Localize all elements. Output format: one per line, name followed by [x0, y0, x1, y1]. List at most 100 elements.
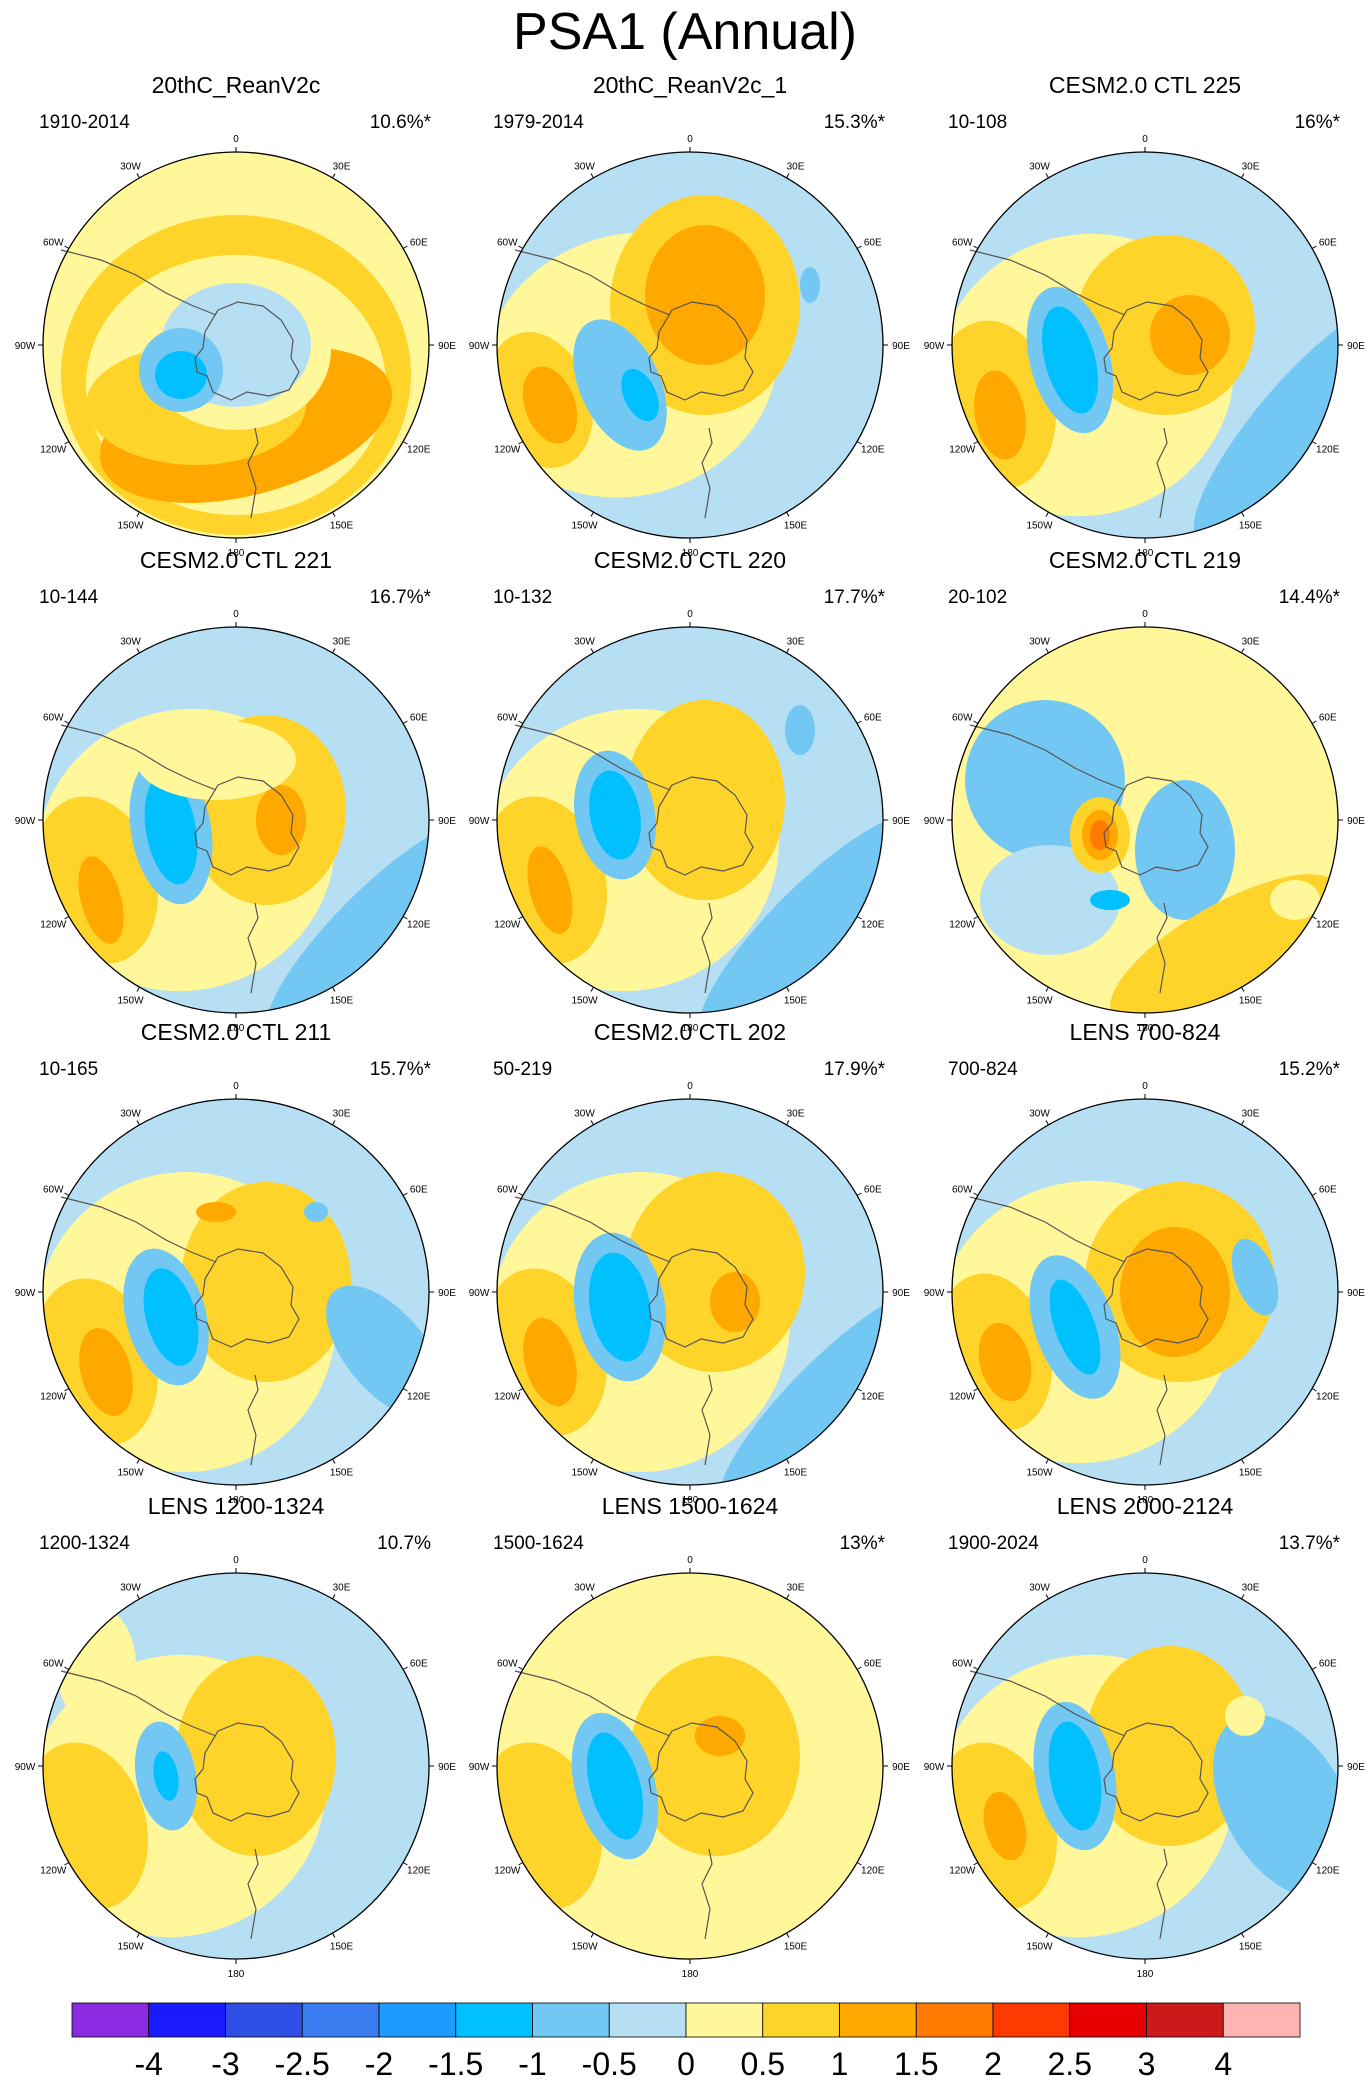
peninsula-coastline [969, 1670, 1126, 1737]
continent-coastline [701, 427, 713, 519]
longitude-label: 120E [1316, 445, 1340, 456]
longitude-label: 60E [410, 238, 428, 249]
panel-title: CESM2.0 CTL 221 [140, 547, 332, 573]
continent-coastline [247, 902, 259, 994]
panel-variance: 17.9%* [824, 1059, 886, 1080]
longitude-label: 60W [952, 1659, 973, 1670]
panel-period: 1910-2014 [39, 112, 130, 133]
panel-title: LENS 700-824 [1070, 1019, 1221, 1045]
longitude-label: 120E [1316, 920, 1340, 931]
longitude-label: 60E [864, 713, 882, 724]
longitude-label: 30W [120, 1109, 141, 1120]
peninsula-coastline [60, 1670, 217, 1737]
longitude-label: 90W [15, 816, 36, 827]
longitude-label: 0 [1142, 609, 1148, 620]
antarctica-coastline [194, 301, 300, 401]
map-panel: CESM2.0 CTL 202 50-219 17.9%* 0 30E 60E 90E 120… [469, 1019, 911, 1506]
longitude-label: 90W [924, 1288, 945, 1299]
longitude-label: 90W [15, 1762, 36, 1773]
longitude-label: 150W [571, 1941, 598, 1952]
longitude-label: 60E [410, 713, 428, 724]
longitude-label: 60E [1319, 1185, 1337, 1196]
longitude-label: 0 [687, 1555, 693, 1566]
longitude-label: 150W [117, 1941, 144, 1952]
peninsula-coastline [514, 724, 671, 791]
longitude-label: 180 [682, 1495, 699, 1506]
continent-coastline [701, 1374, 713, 1466]
peninsula-coastline [514, 1670, 671, 1737]
longitude-label: 0 [687, 134, 693, 145]
longitude-label: 30E [1242, 1583, 1260, 1594]
longitude-label: 150W [571, 1467, 598, 1478]
antarctica-coastline [648, 1248, 754, 1348]
anomaly-field [952, 1573, 1338, 1959]
longitude-label: 180 [682, 1023, 699, 1034]
longitude-label: 60W [43, 238, 64, 249]
longitude-label: 30W [574, 1583, 595, 1594]
longitude-label: 90W [924, 1762, 945, 1773]
longitude-label: 120E [1316, 1866, 1340, 1877]
longitude-label: 150W [1026, 1941, 1053, 1952]
longitude-label: 90E [438, 816, 456, 827]
antarctica-coastline [194, 1248, 300, 1348]
longitude-label: 150E [784, 1467, 808, 1478]
longitude-label: 90E [1347, 816, 1365, 827]
longitude-label: 60W [952, 713, 973, 724]
longitude-label: 60E [1319, 1659, 1337, 1670]
continent-coastline [1156, 902, 1168, 994]
map-panel: 20thC_ReanV2c_1 1979-2014 15.3%* 0 30E 60E 90E… [469, 72, 911, 559]
longitude-label: 120W [494, 920, 521, 931]
peninsula-coastline [969, 249, 1126, 316]
panel-variance: 15.2%* [1279, 1059, 1341, 1080]
longitude-label: 30W [574, 162, 595, 173]
longitude-label: 90W [924, 816, 945, 827]
longitude-label: 120W [949, 1866, 976, 1877]
panel-variance: 10.6%* [370, 112, 432, 133]
continent-coastline [1156, 427, 1168, 519]
longitude-label: 120W [494, 445, 521, 456]
continent-coastline [701, 902, 713, 994]
longitude-label: 60W [43, 1185, 64, 1196]
longitude-label: 60W [43, 713, 64, 724]
longitude-label: 30W [1029, 1109, 1050, 1120]
longitude-label: 120E [407, 1866, 431, 1877]
longitude-label: 30W [1029, 162, 1050, 173]
longitude-label: 150E [784, 520, 808, 531]
longitude-label: 120W [40, 1866, 67, 1877]
longitude-label: 90E [892, 341, 910, 352]
longitude-label: 30E [333, 637, 351, 648]
longitude-label: 60W [952, 1185, 973, 1196]
panel-variance: 13.7%* [1279, 1533, 1341, 1554]
peninsula-coastline [60, 1196, 217, 1263]
panel-period: 10-165 [39, 1059, 98, 1080]
panel-title: LENS 1200-1324 [148, 1493, 325, 1519]
longitude-label: 0 [233, 1081, 239, 1092]
panel-title: LENS 1500-1624 [602, 1493, 779, 1519]
longitude-label: 150W [571, 995, 598, 1006]
panel-variance: 13%* [840, 1533, 886, 1554]
longitude-label: 30E [333, 1583, 351, 1594]
antarctica-coastline [194, 776, 300, 876]
longitude-label: 90E [438, 341, 456, 352]
anomaly-field [952, 152, 1338, 538]
longitude-label: 60E [1319, 713, 1337, 724]
anomaly-field [43, 1099, 429, 1485]
peninsula-coastline [514, 249, 671, 316]
anomaly-field [497, 152, 883, 538]
longitude-label: 120W [494, 1392, 521, 1403]
longitude-label: 90E [1347, 1288, 1365, 1299]
longitude-label: 150W [571, 520, 598, 531]
longitude-label: 180 [228, 1495, 245, 1506]
longitude-label: 30W [1029, 1583, 1050, 1594]
panel-period: 1500-1624 [493, 1533, 584, 1554]
map-panel: LENS 2000-2124 1900-2024 13.7%* 0 30E 60E 90E 1… [924, 1493, 1366, 1980]
longitude-label: 120W [949, 920, 976, 931]
longitude-label: 150W [1026, 520, 1053, 531]
longitude-label: 120W [40, 1392, 67, 1403]
longitude-label: 60E [864, 238, 882, 249]
panel-title: CESM2.0 CTL 211 [141, 1019, 331, 1045]
map-panel: CESM2.0 CTL 225 10-108 16%* 0 30E 60E 90E 120E 1… [924, 72, 1366, 559]
longitude-label: 0 [1142, 1081, 1148, 1092]
longitude-label: 60W [497, 713, 518, 724]
